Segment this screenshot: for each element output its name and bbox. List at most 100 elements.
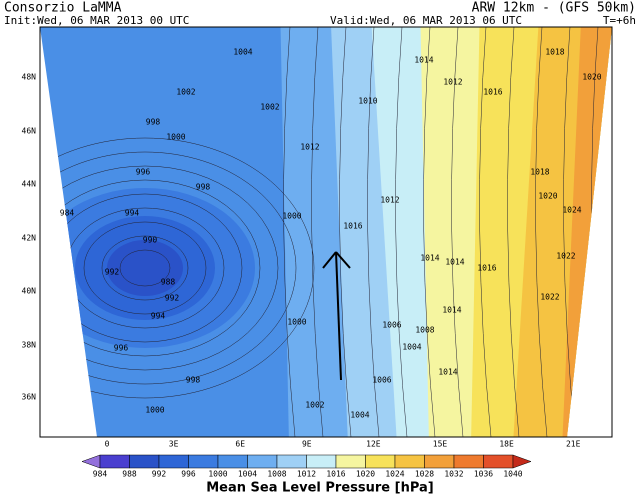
map-frame [39,26,613,438]
isobar [395,27,408,437]
colorbar-box [247,454,278,469]
isobar [119,249,171,287]
lat-label: 44N [22,180,37,189]
isobar-label: 1014 [438,368,457,377]
isobar-label: 998 [196,183,211,192]
colorbar-label: 988 [122,470,137,479]
isobar-label: 984 [60,209,75,218]
colorbar-box [335,454,366,469]
isobar [535,27,548,437]
isobar-label: 996 [136,168,151,177]
isobar [40,179,261,357]
colorbar-box [365,454,396,469]
isobar-label: 1002 [260,103,279,112]
lon-label: 3E [169,440,179,449]
isobar-label: 1004 [350,411,369,420]
isobar-label: 1004 [233,48,252,57]
isobar [339,27,352,437]
isobar-label: 1020 [582,73,601,82]
isobar-label: 1016 [343,222,362,231]
isobar-label: 994 [151,312,166,321]
colorbar-end [512,454,532,469]
colorbar-label: 1028 [415,470,434,479]
lat-label: 38N [22,341,37,350]
lon-label: 21E [566,440,581,449]
lat-label: 36N [22,393,37,402]
colorbar-label: 984 [93,470,108,479]
isobar-label: 1000 [145,406,164,415]
model: ARW 12km - (GFS 50km) [472,1,636,16]
lon-label: 6E [235,440,245,449]
isobar-label: 1012 [380,196,399,205]
isobar-label: 1020 [538,192,557,201]
isobar-label: 1014 [420,254,439,263]
isobar [40,165,279,371]
isobar-label: 1014 [414,56,433,65]
colorbar-box [129,454,160,469]
colorbar-box [158,454,189,469]
isobar-label: 992 [165,294,180,303]
isobar [507,27,520,437]
isobar-label: 1014 [442,306,461,315]
isobar-label: 1016 [477,264,496,273]
colorbar-box [306,454,337,469]
colorbar-box [217,454,248,469]
isobar-label: 1018 [530,168,549,177]
isobar-label: 998 [186,376,201,385]
colorbar-title: Mean Sea Level Pressure [hPa] [206,481,434,494]
isobar-label: 1002 [176,88,195,97]
isobar [451,27,464,437]
isobar [311,27,324,437]
isobar-label: 1024 [562,206,581,215]
agency: Consorzio LaMMA [4,1,122,16]
colorbar-box [424,454,455,469]
isobar-label: 1000 [166,133,185,142]
isobar [101,235,189,301]
wind-arrow [322,251,351,381]
isobar [479,27,492,437]
colorbar-box [276,454,307,469]
isobar-label: 988 [161,278,176,287]
colorbar-label: 1000 [208,470,227,479]
colorbar-label: 1004 [238,470,257,479]
lat-label: 48N [22,73,37,82]
isobar-label: 1006 [372,376,391,385]
isobar-label: 1022 [540,293,559,302]
lat-label: 42N [22,234,37,243]
isobar-label: 1022 [556,252,575,261]
lon-label: 0 [105,440,110,449]
colorbar-label: 996 [181,470,196,479]
colorbar-label: 1036 [474,470,493,479]
lon-label: 15E [433,440,448,449]
isobar [423,27,436,437]
isobar [40,137,315,399]
isobar-label: 1002 [305,401,324,410]
isobar [367,27,380,437]
colorbar-box [394,454,425,469]
isobar-label: 1018 [545,48,564,57]
valid-time: Valid:Wed, 06 MAR 2013 06 UTC [330,14,522,27]
colorbar-label: 1012 [297,470,316,479]
lon-label: 18E [499,440,514,449]
lat-label: 40N [22,287,37,296]
init-time: Init:Wed, 06 MAR 2013 00 UTC [4,14,189,27]
colorbar-box [453,454,484,469]
isobar [40,151,297,385]
isobar-label: 996 [114,344,129,353]
isobar-label: 990 [143,236,158,245]
lat-label: 46N [22,127,37,136]
isobar-label: 1016 [483,88,502,97]
isobar-label: 992 [105,268,120,277]
isobar-label: 1008 [415,326,434,335]
colorbar-box [483,454,514,469]
isobar [83,221,207,315]
colorbar-label: 1024 [385,470,404,479]
lon-label: 12E [366,440,381,449]
isobar-label: 1000 [282,212,301,221]
colorbar-label: 1040 [503,470,522,479]
isobar-label: 1012 [443,78,462,87]
isobar-label: 1004 [402,343,421,352]
colorbar-label: 992 [152,470,167,479]
